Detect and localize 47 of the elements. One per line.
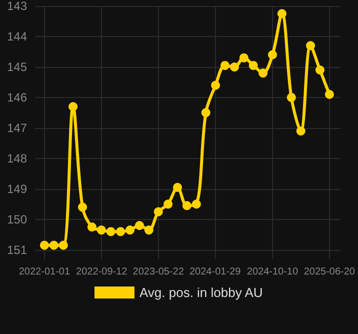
point	[324, 90, 334, 99]
y-tick-label: 143	[6, 0, 28, 13]
x-tick-label: 2025-06-20	[304, 266, 356, 278]
point	[268, 50, 277, 60]
x-tick-label: 2023-05-22	[132, 266, 184, 278]
point	[78, 202, 87, 212]
point	[49, 240, 58, 250]
x-tick-label: 2022-09-12	[76, 266, 128, 278]
y-tick-label: 147	[6, 120, 28, 135]
x-tick-label: 2024-10-10	[246, 266, 298, 278]
y-tick-label: 144	[6, 29, 28, 44]
point	[306, 41, 316, 50]
x-tick-label: 2024-01-29	[190, 266, 242, 278]
point	[182, 201, 192, 210]
point	[192, 200, 201, 209]
point	[230, 62, 239, 72]
y-tick-label: 146	[6, 90, 28, 104]
point	[296, 126, 306, 136]
point	[211, 80, 220, 90]
point	[172, 182, 182, 192]
y-tick-label: 150	[6, 212, 28, 226]
point	[116, 227, 126, 236]
x-tick-label: 2022-01-01	[18, 266, 70, 278]
point	[126, 226, 134, 235]
point	[164, 200, 173, 209]
point	[144, 226, 154, 235]
point	[220, 60, 230, 70]
point	[154, 207, 163, 216]
point	[277, 9, 286, 18]
point	[239, 53, 248, 62]
y-tick-label: 148	[6, 151, 28, 166]
point	[248, 60, 258, 70]
point	[286, 92, 296, 102]
y-tick-label: 151	[6, 242, 28, 257]
point	[134, 220, 144, 230]
point	[58, 240, 68, 250]
y-tick-label: 145	[6, 60, 28, 74]
point	[87, 222, 96, 232]
point	[68, 102, 78, 112]
point	[201, 108, 210, 118]
y-tick-label: 149	[6, 182, 28, 196]
point	[258, 68, 268, 78]
legend-label: Avg. pos. in lobby AU	[139, 285, 263, 300]
point	[315, 66, 324, 75]
point	[40, 240, 49, 250]
point	[96, 226, 106, 235]
point	[106, 227, 116, 236]
